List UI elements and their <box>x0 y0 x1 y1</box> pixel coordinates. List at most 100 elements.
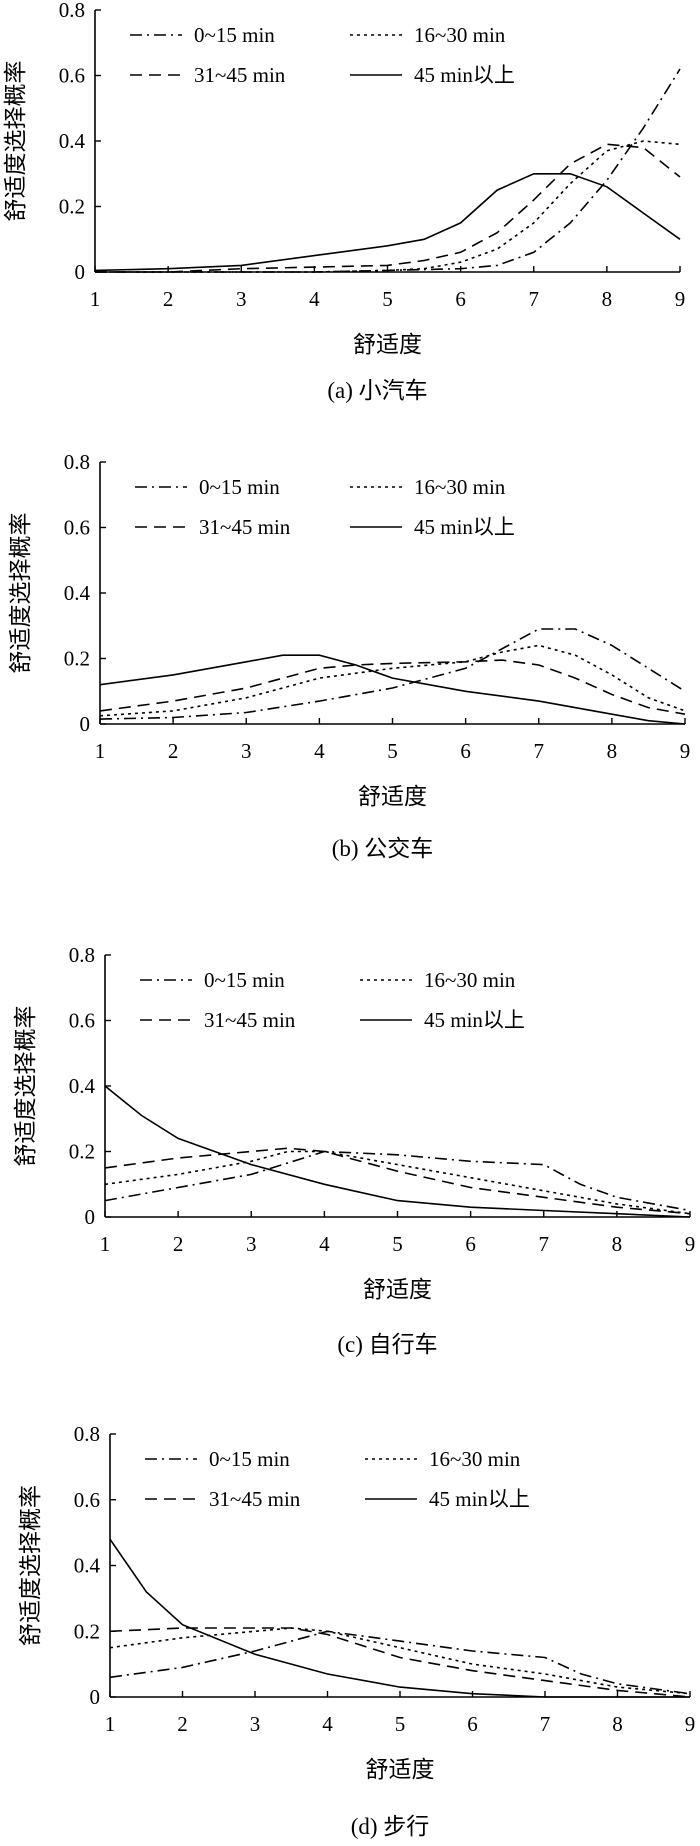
series-line-solid <box>109 1538 690 1698</box>
series-line-dotted <box>109 1627 691 1695</box>
y-tick-label: 0.8 <box>59 0 85 22</box>
legend-label: 16~30 min <box>429 1447 521 1471</box>
x-tick-label: 1 <box>95 739 106 763</box>
x-axis-label: 舒适度 <box>366 1757 435 1782</box>
x-tick-label: 4 <box>319 1232 330 1256</box>
y-tick-label: 0.6 <box>74 1488 100 1512</box>
x-tick-label: 3 <box>241 739 252 763</box>
y-tick-label: 0.2 <box>69 1140 95 1164</box>
series-line-dashed <box>104 1147 691 1215</box>
series-line-dotted <box>104 1150 691 1215</box>
legend-label: 16~30 min <box>414 475 506 499</box>
y-tick-label: 0.4 <box>64 581 91 605</box>
x-axis-label: 舒适度 <box>353 332 422 357</box>
legend-label: 0~15 min <box>209 1447 290 1471</box>
y-tick-label: 0 <box>85 1205 96 1229</box>
legend-label: 45 min以上 <box>414 63 515 87</box>
x-tick-label: 3 <box>250 1712 261 1736</box>
series-line-dashed <box>95 143 681 273</box>
panel-caption: (b) 公交车 <box>332 836 434 861</box>
x-tick-label: 2 <box>163 287 174 311</box>
y-axis-label: 舒适度选择概率 <box>3 61 28 222</box>
x-tick-label: 9 <box>685 1232 696 1256</box>
chart-panel-c: 0 0.2 0.4 0.6 0.8 1 2 3 4 5 6 7 8 9 舒适度 舒适度选择概率 0~15 min… <box>13 943 695 1357</box>
y-tick-label: 0.2 <box>74 1619 100 1643</box>
series-line-solid <box>99 654 686 725</box>
series-line-dashdot <box>99 628 686 720</box>
x-tick-label: 4 <box>314 739 325 763</box>
legend-label: 45 min以上 <box>414 515 515 539</box>
x-tick-label: 7 <box>539 1232 550 1256</box>
x-tick-label: 4 <box>309 287 320 311</box>
legend-label: 0~15 min <box>204 968 285 992</box>
y-axis-label: 舒适度选择概率 <box>13 1006 38 1167</box>
legend-label: 16~30 min <box>414 23 506 47</box>
legend-label: 45 min以上 <box>429 1487 530 1511</box>
chart-panel-b: 0 0.2 0.4 0.6 0.8 1 2 3 4 5 6 7 8 9 舒适度 舒适度选择概率 0~15 min… <box>8 450 690 861</box>
x-tick-label: 3 <box>246 1232 257 1256</box>
x-tick-label: 2 <box>173 1232 184 1256</box>
y-axis-label: 舒适度选择概率 <box>8 513 33 674</box>
legend-label: 16~30 min <box>424 968 516 992</box>
panel-caption: (a) 小汽车 <box>327 378 427 403</box>
series-line-dashdot <box>95 68 681 273</box>
x-tick-label: 6 <box>460 739 471 763</box>
y-tick-label: 0.2 <box>59 195 85 219</box>
series-line-solid <box>94 173 681 272</box>
legend-label: 45 min以上 <box>424 1008 525 1032</box>
chart-panel-a: 0 0.2 0.4 0.6 0.8 1 2 3 4 5 6 7 8 9 舒适度 舒适度选择概率 0~15 min… <box>3 0 685 403</box>
x-tick-label: 8 <box>602 287 613 311</box>
x-tick-label: 2 <box>168 739 179 763</box>
y-tick-label: 0.4 <box>69 1074 96 1098</box>
panel-caption: (c) 自行车 <box>337 1332 437 1357</box>
x-tick-label: 3 <box>236 287 247 311</box>
y-tick-label: 0.6 <box>64 516 90 540</box>
x-tick-label: 4 <box>322 1712 333 1736</box>
x-tick-label: 6 <box>467 1712 478 1736</box>
x-tick-label: 1 <box>105 1712 116 1736</box>
x-axis-label: 舒适度 <box>363 1277 432 1302</box>
x-tick-label: 8 <box>612 1232 623 1256</box>
series-line-dashed <box>109 1627 691 1698</box>
y-tick-label: 0.4 <box>74 1554 101 1578</box>
y-tick-label: 0.8 <box>64 450 90 474</box>
x-tick-label: 9 <box>680 739 691 763</box>
y-tick-label: 0 <box>75 260 86 284</box>
x-tick-label: 6 <box>455 287 466 311</box>
x-tick-label: 7 <box>534 739 545 763</box>
x-tick-label: 8 <box>607 739 618 763</box>
y-tick-label: 0.8 <box>69 943 95 967</box>
x-tick-label: 6 <box>465 1232 476 1256</box>
series-line-dotted <box>95 140 681 273</box>
x-tick-label: 9 <box>685 1712 696 1736</box>
series-line-dotted <box>99 644 686 717</box>
x-tick-label: 2 <box>177 1712 188 1736</box>
y-tick-label: 0.8 <box>74 1422 100 1446</box>
x-tick-label: 5 <box>395 1712 406 1736</box>
x-tick-label: 5 <box>392 1232 403 1256</box>
panel-caption: (d) 步行 <box>351 1814 430 1839</box>
x-tick-label: 5 <box>387 739 398 763</box>
series-line-dashed <box>99 659 686 715</box>
legend-label: 0~15 min <box>194 23 275 47</box>
x-tick-label: 1 <box>100 1232 111 1256</box>
x-axis-label: 舒适度 <box>358 784 427 809</box>
legend-label: 31~45 min <box>194 63 286 87</box>
y-tick-label: 0 <box>80 712 91 736</box>
x-tick-label: 7 <box>540 1712 551 1736</box>
legend-label: 31~45 min <box>204 1008 296 1032</box>
legend-label: 31~45 min <box>209 1487 301 1511</box>
y-tick-label: 0.2 <box>64 647 90 671</box>
x-tick-label: 9 <box>675 287 686 311</box>
legend-label: 0~15 min <box>199 475 280 499</box>
y-axis-label: 舒适度选择概率 <box>18 1485 43 1646</box>
series-line-dashdot <box>104 1150 691 1212</box>
x-tick-label: 7 <box>529 287 540 311</box>
legend-label: 31~45 min <box>199 515 291 539</box>
y-tick-label: 0.6 <box>59 64 85 88</box>
x-tick-label: 5 <box>382 287 393 311</box>
x-tick-label: 1 <box>90 287 101 311</box>
x-tick-label: 8 <box>612 1712 623 1736</box>
series-line-solid <box>104 1085 691 1218</box>
